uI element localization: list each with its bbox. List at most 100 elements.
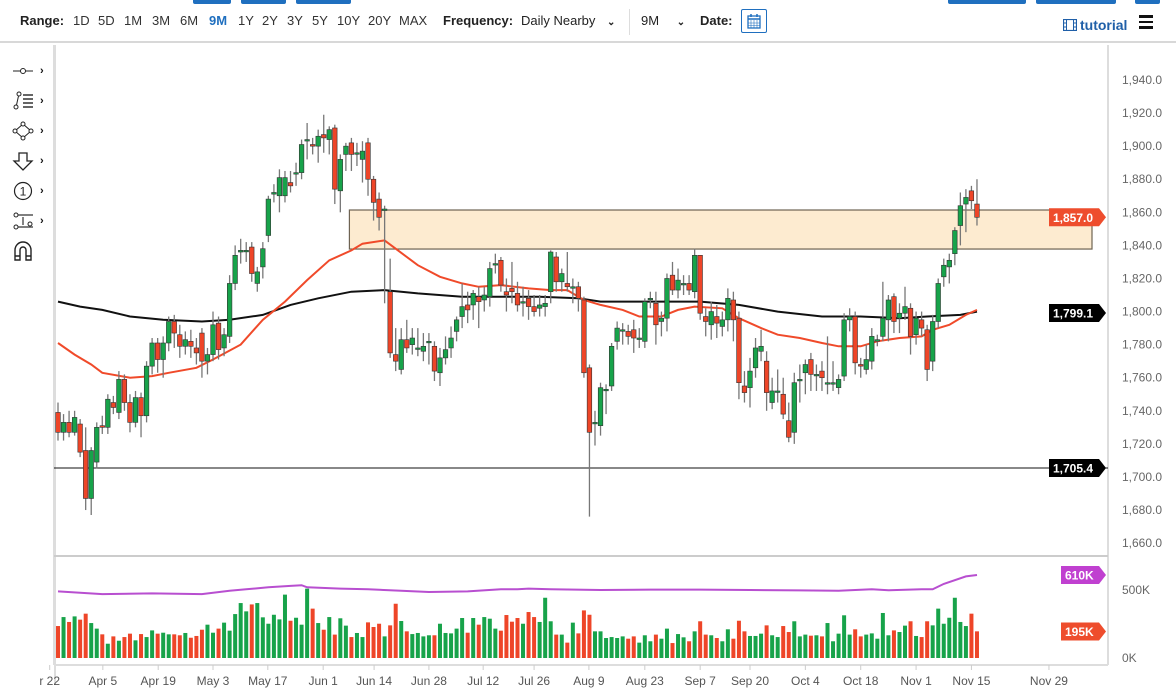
slow-moving-average-line [57,289,978,323]
range-20y[interactable]: 20Y [368,13,392,28]
candle [736,317,742,383]
candle [481,294,487,301]
volume-bar [166,634,171,658]
top-tab-button[interactable] [193,0,231,4]
range-3y[interactable]: 3Y [287,13,303,28]
candle [725,298,731,321]
volume-bar [792,621,797,658]
volume-bar [570,622,575,658]
date-tick-label: Aug 9 [573,674,605,688]
candle [265,198,271,236]
candle [487,268,493,297]
volume-bar [581,610,586,658]
candle [88,450,94,499]
chevron-down-icon: ⌄ [676,17,686,28]
fibonacci-tool-button[interactable]: › [12,89,48,113]
volume-bar [565,642,570,658]
top-tab-button[interactable] [296,0,351,4]
volume-bar [897,632,902,658]
candle [575,286,581,299]
date-tick-label: Aug 23 [626,674,664,688]
candle [138,397,144,417]
candle [919,319,925,329]
candle [891,296,897,322]
range-1d[interactable]: 1D [73,13,90,28]
period-dropdown[interactable]: 9M ⌄ [641,13,685,28]
date-tick-label: Jul 26 [518,674,550,688]
candle [686,283,692,291]
volume-bar [681,637,686,658]
date-tick-label: May 3 [197,674,230,688]
candle [791,382,797,433]
volume-bar [914,635,919,658]
volume-bar [305,588,310,658]
volume-bar [332,634,337,658]
annotation-tool-button[interactable]: 1 › [12,179,48,203]
volume-bar [89,623,94,658]
candle [847,316,853,321]
candle [55,412,61,433]
volume-bar [216,628,221,658]
candle [620,329,626,332]
date-tick-label: Jun 28 [411,674,447,688]
magnet-tool-button[interactable] [12,239,48,263]
shape-tool-button[interactable]: › [12,119,48,143]
range-3m[interactable]: 3M [152,13,171,28]
candle [276,177,283,197]
candle [459,306,465,317]
volume-bar [94,628,99,658]
candle [232,255,238,284]
candle [520,301,526,304]
measure-tool-button[interactable]: › [12,209,48,233]
candle [902,306,908,314]
date-tick-label: Jul 12 [467,674,499,688]
candle [719,319,725,327]
candle [885,299,891,321]
range-2y[interactable]: 2Y [262,13,278,28]
range-5d[interactable]: 5D [98,13,115,28]
candle [758,345,764,352]
top-tab-button[interactable] [241,0,286,4]
volume-bar [770,635,775,658]
top-tab-button[interactable] [948,0,1026,4]
range-max[interactable]: MAX [399,13,428,28]
shape-tool-icon [12,121,34,141]
last-price-label-bg [1049,208,1106,227]
volume-bar [742,631,747,658]
candle [647,298,653,301]
top-tab-button[interactable] [1036,0,1116,4]
calendar-icon [747,14,761,29]
top-tab-button[interactable] [1135,0,1160,4]
hamburger-menu-icon[interactable] [1139,15,1153,32]
candle [597,387,604,426]
candle [509,288,515,293]
range-5y[interactable]: 5Y [312,13,328,28]
range-1m[interactable]: 1M [124,13,143,28]
candle [476,296,482,302]
candle [448,337,454,349]
volume-bar [404,631,409,658]
range-10y[interactable]: 10Y [337,13,361,28]
volume-bar [288,620,293,658]
volume-bar [498,630,503,658]
candle [271,192,277,195]
candle [786,420,792,438]
candle [957,205,963,226]
chart-toolbar: Range: 1D 5D 1M 3M 6M 9M 1Y 2Y 3Y 5Y 10Y… [0,0,1176,43]
range-1y[interactable]: 1Y [238,13,254,28]
volume-bar [670,643,675,658]
candle [553,256,559,283]
volume-bar [83,613,88,658]
range-6m[interactable]: 6M [180,13,199,28]
volume-bar [537,621,542,658]
date-picker-button[interactable] [741,9,767,33]
line-tool-button[interactable]: › [12,59,48,83]
volume-bar [653,634,658,658]
volume-bar [736,620,741,658]
candle [764,360,770,393]
volume-bar [598,631,603,658]
tutorial-link[interactable]: tutorial [1063,17,1127,33]
range-9m[interactable]: 9M [209,13,228,28]
arrow-tool-button[interactable]: › [12,149,48,173]
frequency-dropdown[interactable]: Daily Nearby ⌄ [521,13,615,28]
